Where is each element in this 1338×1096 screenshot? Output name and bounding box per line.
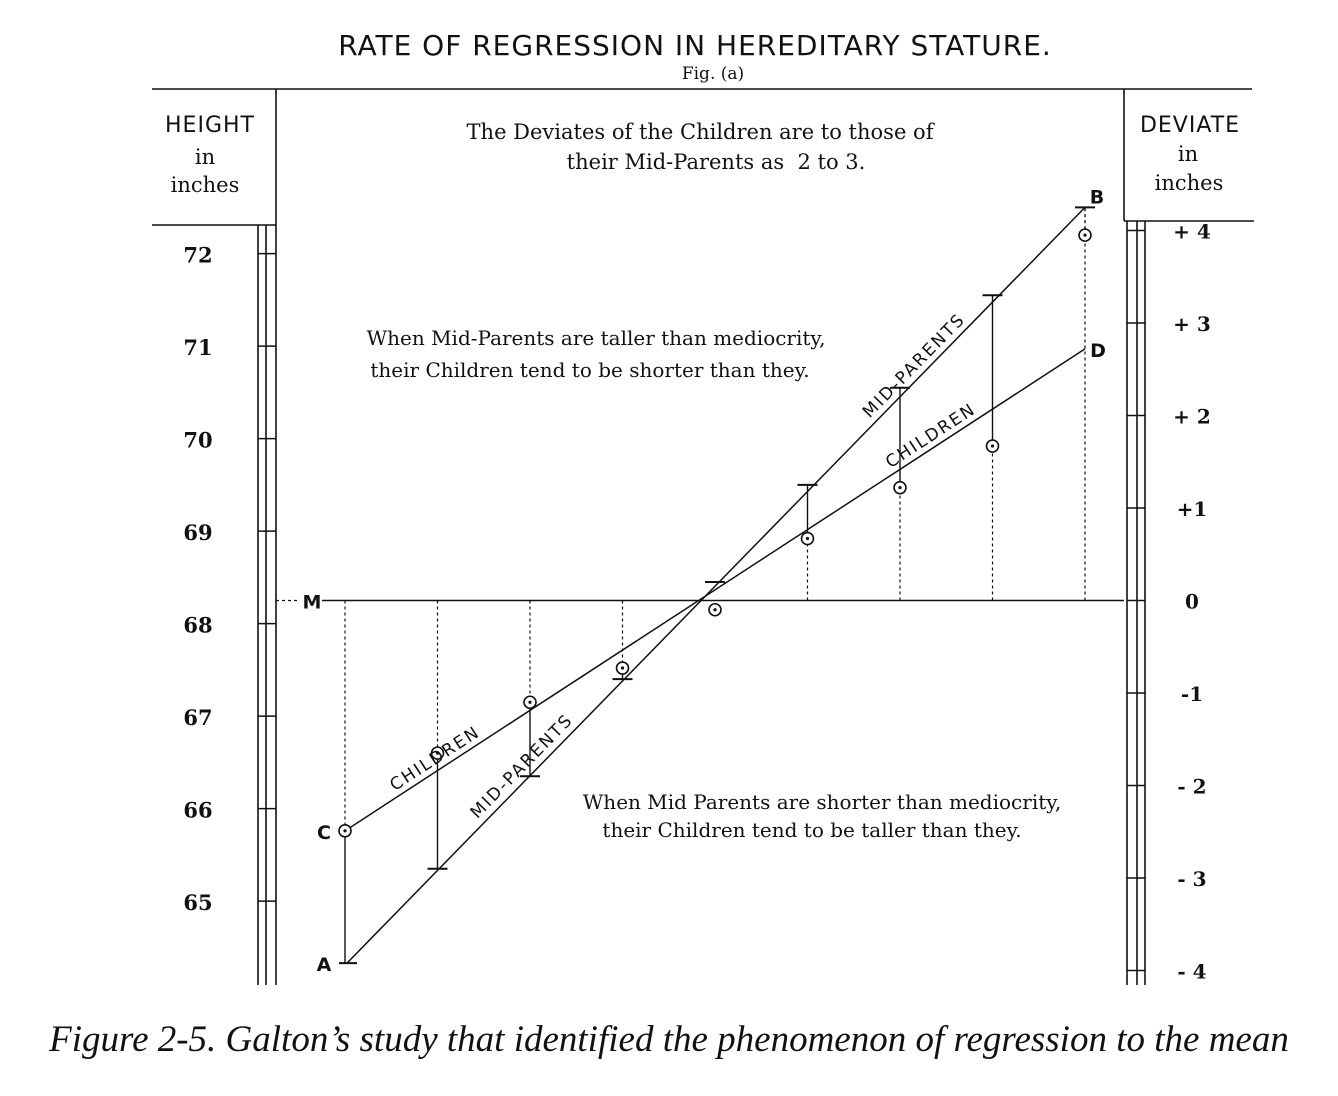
child-mark-dot xyxy=(1083,233,1087,237)
child-mark-dot xyxy=(805,536,810,541)
left-tick-label: 68 xyxy=(183,613,212,638)
annotation-taller-line-1: When Mid-Parents are taller than mediocr… xyxy=(367,326,826,350)
children-line xyxy=(344,348,1086,832)
right-axis-label-1: DEVIATE xyxy=(1140,113,1240,138)
annotation-shorter-line-1: When Mid Parents are shorter than medioc… xyxy=(583,790,1062,814)
right-tick-label: - 2 xyxy=(1177,775,1206,799)
series-label-children-upper: CHILDREN xyxy=(882,399,980,472)
chart-subtitle: Fig. (a) xyxy=(682,64,744,84)
end-label-b: B xyxy=(1090,186,1104,208)
child-mark-dot xyxy=(898,486,902,490)
right-axis-header: DEVIATE in inches xyxy=(1140,113,1240,195)
series-label-mid-parents-upper: MID-PARENTS xyxy=(859,310,970,423)
left-axis-label-2: in xyxy=(195,145,215,169)
child-mark-dot xyxy=(528,700,532,704)
end-label-a: A xyxy=(317,954,332,976)
left-axis-header: HEIGHT in inches xyxy=(165,113,255,197)
right-tick-label: + 2 xyxy=(1173,405,1211,429)
annotation-ratio-line-2: their Mid-Parents as 2 to 3. xyxy=(567,150,866,174)
frame xyxy=(152,88,1254,985)
right-tick-label: 0 xyxy=(1185,590,1199,614)
annotation-shorter: When Mid Parents are shorter than medioc… xyxy=(583,790,1062,842)
series-label-children-lower: CHILDREN xyxy=(386,722,484,795)
right-axis-label-2: in xyxy=(1178,142,1198,166)
series-lines xyxy=(344,206,1086,964)
chart-title: RATE OF REGRESSION IN HEREDITARY STATURE… xyxy=(338,29,1052,62)
left-tick-label: 71 xyxy=(183,335,212,360)
data-marks xyxy=(338,206,1095,965)
child-mark-dot xyxy=(435,751,440,755)
end-label-c: C xyxy=(317,822,331,844)
annotation-ratio: The Deviates of the Children are to thos… xyxy=(467,120,936,174)
annotation-ratio-line-1: The Deviates of the Children are to thos… xyxy=(467,120,936,144)
annotation-taller: When Mid-Parents are taller than mediocr… xyxy=(367,326,826,382)
left-axis-ticks: 72 71 70 69 68 67 66 65 xyxy=(183,243,276,915)
left-tick-label: 72 xyxy=(183,243,212,268)
right-tick-label: - 3 xyxy=(1177,867,1206,891)
left-tick-label: 65 xyxy=(183,890,212,915)
left-tick-label: 66 xyxy=(183,798,212,823)
connector-lines xyxy=(344,207,1086,964)
right-tick-label: + 4 xyxy=(1173,220,1211,244)
child-mark-dot xyxy=(713,608,717,612)
mediocrity-line-group: M xyxy=(276,592,1124,614)
mediocrity-label: M xyxy=(303,592,322,614)
end-label-d: D xyxy=(1090,340,1106,362)
left-axis-label-3: inches xyxy=(171,173,240,197)
mid-parents-line xyxy=(346,206,1086,964)
series-label-mid-parents-lower: MID-PARENTS xyxy=(467,710,578,823)
right-tick-label: + 3 xyxy=(1173,312,1211,336)
right-tick-label: +1 xyxy=(1177,497,1208,521)
child-mark-dot xyxy=(620,666,625,670)
left-tick-label: 70 xyxy=(183,428,212,453)
left-axis-label-1: HEIGHT xyxy=(165,113,255,138)
right-axis-ticks: + 4 + 3 + 2 +1 0 -1 - 2 - 3 - 4 xyxy=(1127,220,1211,984)
right-axis-label-3: inches xyxy=(1155,171,1224,195)
left-tick-label: 67 xyxy=(183,705,212,730)
annotation-taller-line-2: their Children tend to be shorter than t… xyxy=(370,358,809,382)
left-tick-label: 69 xyxy=(183,520,212,545)
figure-caption: Figure 2-5. Galton’s study that identifi… xyxy=(49,1019,1289,1060)
child-mark-dot xyxy=(343,829,347,833)
child-mark-dot xyxy=(990,444,995,448)
right-tick-label: - 4 xyxy=(1177,960,1206,984)
galton-regression-chart: RATE OF REGRESSION IN HEREDITARY STATURE… xyxy=(152,29,1254,985)
annotation-shorter-line-2: their Children tend to be taller than th… xyxy=(602,818,1021,842)
right-tick-label: -1 xyxy=(1181,682,1203,706)
